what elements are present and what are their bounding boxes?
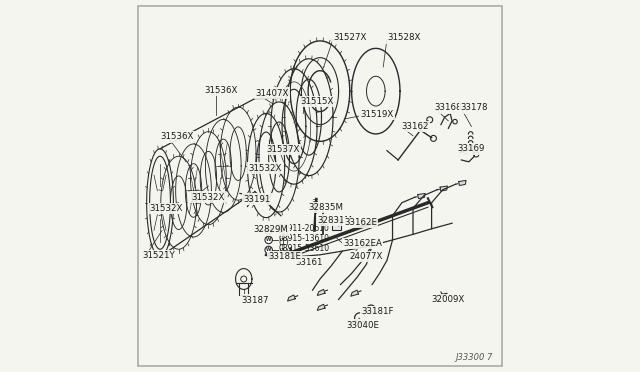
Polygon shape: [287, 295, 295, 301]
Text: (1): (1): [278, 238, 289, 247]
Text: W: W: [266, 237, 271, 243]
Polygon shape: [418, 193, 425, 199]
Text: 31536X: 31536X: [205, 86, 238, 94]
Text: 31532X: 31532X: [191, 193, 225, 202]
Bar: [332, 219, 341, 230]
Text: 33162EA: 33162EA: [343, 239, 382, 248]
Text: 31537X: 31537X: [266, 145, 300, 154]
Circle shape: [241, 276, 246, 282]
Circle shape: [265, 227, 273, 234]
Polygon shape: [317, 289, 325, 295]
Text: (1): (1): [278, 229, 289, 238]
Text: N: N: [266, 228, 271, 233]
Text: 33162E: 33162E: [344, 218, 377, 227]
Text: 33191: 33191: [243, 195, 271, 203]
Text: 33181E: 33181E: [268, 252, 301, 261]
Polygon shape: [459, 180, 466, 186]
Text: 08915-53610: 08915-53610: [278, 244, 330, 253]
Text: 33178: 33178: [461, 103, 488, 112]
Text: 31521Y: 31521Y: [142, 251, 175, 260]
Text: 08915-13610: 08915-13610: [278, 234, 330, 243]
Text: 08911-20610: 08911-20610: [278, 224, 330, 233]
Polygon shape: [440, 186, 447, 191]
Text: 33161: 33161: [296, 258, 323, 267]
Text: W: W: [266, 247, 271, 253]
Polygon shape: [317, 304, 325, 310]
Text: 31519X: 31519X: [360, 110, 394, 119]
Text: 33162: 33162: [401, 122, 429, 131]
Text: 24077X: 24077X: [349, 252, 382, 261]
Circle shape: [265, 246, 273, 254]
Text: J33300 7: J33300 7: [456, 353, 493, 362]
Polygon shape: [351, 290, 358, 296]
Text: 33187: 33187: [241, 296, 269, 305]
Text: 31515X: 31515X: [301, 97, 334, 106]
Text: 33169: 33169: [457, 144, 484, 153]
Text: 31527X: 31527X: [333, 33, 366, 42]
Text: 32009X: 32009X: [431, 295, 465, 304]
Text: 32831M: 32831M: [318, 216, 353, 225]
Text: 32835M: 32835M: [308, 203, 343, 212]
Text: 31528X: 31528X: [387, 33, 420, 42]
Text: 32829M: 32829M: [254, 225, 289, 234]
Text: 31532X: 31532X: [248, 164, 282, 173]
Text: 31532X: 31532X: [150, 204, 183, 213]
Text: 31407X: 31407X: [255, 89, 288, 97]
Text: (1): (1): [278, 248, 289, 257]
Text: 31536X: 31536X: [161, 132, 194, 141]
Circle shape: [265, 236, 273, 244]
Text: 33040E: 33040E: [347, 321, 380, 330]
Text: 33181F: 33181F: [362, 307, 394, 316]
Text: 33168: 33168: [435, 103, 462, 112]
